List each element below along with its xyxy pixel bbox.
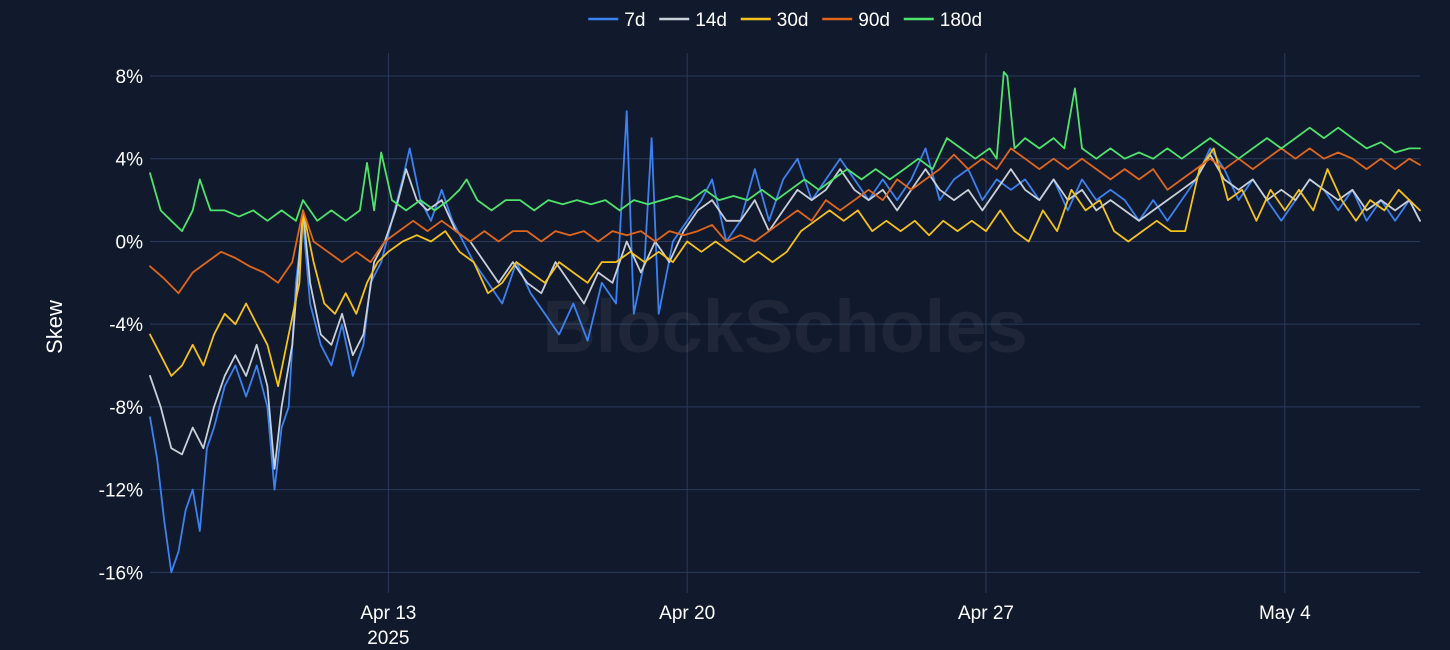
legend-item-7d[interactable]: 7d: [588, 10, 645, 31]
y-tick-label: -8%: [109, 398, 143, 419]
legend-item-30d[interactable]: 30d: [740, 10, 809, 31]
x-axis-ticks: Apr 13 2025 Apr 20 Apr 27 May 4: [360, 603, 1311, 649]
series-line-14d: [149, 153, 1421, 470]
legend-item-180d[interactable]: 180d: [903, 10, 982, 31]
series-line-180d: [149, 71, 1421, 232]
legend-item-14d[interactable]: 14d: [659, 10, 727, 31]
y-tick-label: 8%: [116, 67, 144, 88]
y-tick-label: -4%: [109, 315, 143, 336]
x-tick-label: Apr 20: [659, 603, 715, 624]
legend-item-90d[interactable]: 90d: [822, 10, 890, 31]
legend-label: 90d: [858, 10, 890, 31]
x-tick-label: May 4: [1259, 603, 1311, 624]
series-line-90d: [149, 147, 1421, 295]
x-tick-sublabel: 2025: [367, 628, 409, 649]
watermark-text: BlockScholes: [542, 285, 1027, 368]
x-tick-label: Apr 27: [958, 603, 1014, 624]
grid-lines: [150, 53, 1420, 593]
legend-label: 14d: [695, 10, 727, 31]
y-tick-label: 0%: [116, 232, 144, 253]
series-lines: [149, 71, 1421, 574]
y-tick-label: 4%: [116, 150, 144, 171]
y-axis-title: Skew: [42, 300, 67, 354]
series-line-30d: [149, 147, 1421, 388]
y-tick-label: -12%: [99, 481, 143, 502]
y-axis-ticks: 8% 4% 0% -4% -8% -12% -16%: [99, 67, 143, 584]
y-tick-label: -16%: [99, 563, 143, 584]
legend: 7d 14d 30d 90d 180d: [588, 10, 982, 31]
legend-label: 30d: [777, 10, 809, 31]
x-tick-label: Apr 13: [360, 603, 416, 624]
legend-label: 180d: [940, 10, 982, 31]
legend-label: 7d: [624, 10, 645, 31]
